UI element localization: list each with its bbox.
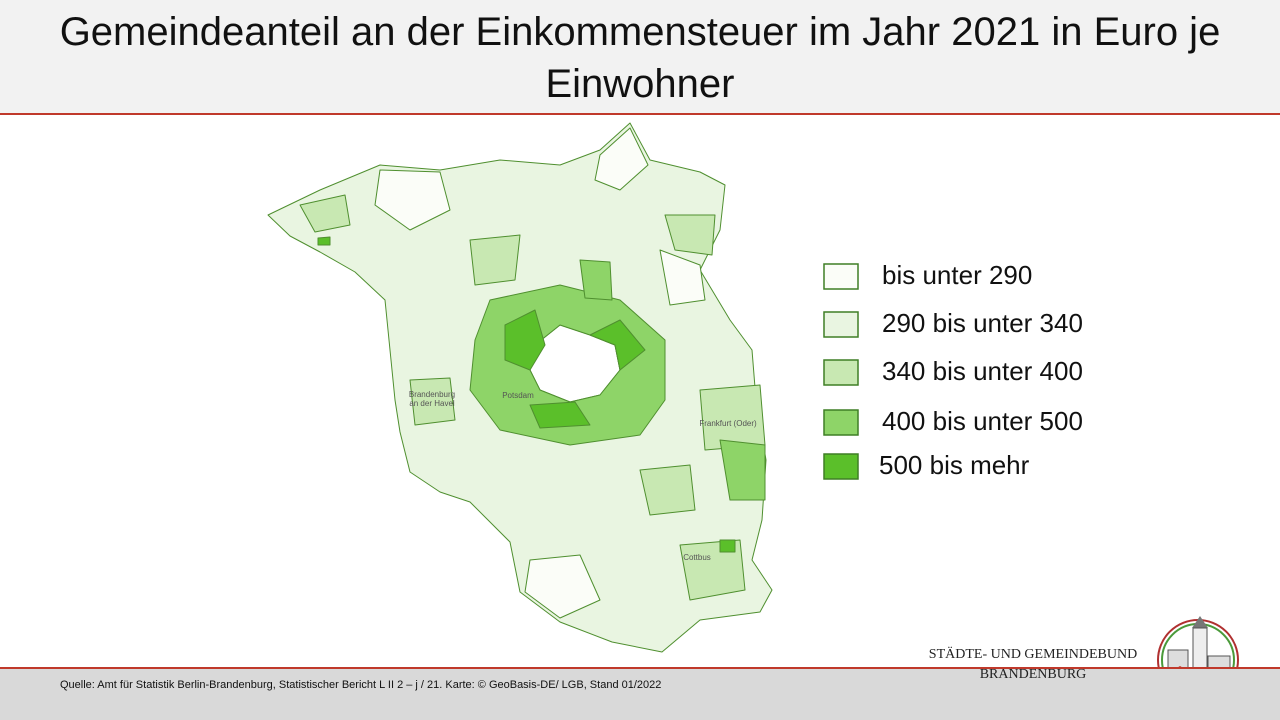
- legend-label: 400 bis unter 500: [882, 406, 1083, 436]
- region: [589, 319, 646, 371]
- region: [409, 377, 456, 426]
- region: [719, 439, 766, 501]
- region: [699, 384, 766, 451]
- region: [594, 127, 649, 191]
- region: [524, 554, 601, 619]
- logo-roof: [1192, 616, 1208, 628]
- source-note: Quelle: Amt für Statistik Berlin-Branden…: [60, 679, 662, 691]
- region: [469, 234, 521, 286]
- slide-title: Gemeindeanteil an der Einkommensteuer im…: [59, 10, 1221, 106]
- region: [317, 236, 331, 246]
- legend-swatch: [823, 409, 859, 436]
- legend-label: 340 bis unter 400: [882, 356, 1083, 386]
- region: [719, 539, 736, 553]
- legend-label: 290 bis unter 340: [882, 308, 1083, 338]
- legend-swatch: [823, 359, 859, 386]
- header: Gemeindeanteil an der Einkommensteuer im…: [0, 0, 1280, 115]
- footer: Quelle: Amt für Statistik Berlin-Branden…: [0, 667, 1280, 720]
- place-label: Frankfurt (Oder): [699, 419, 757, 428]
- legend-swatch: [823, 311, 859, 338]
- place-label: an der Havel: [409, 399, 455, 408]
- region: [504, 309, 546, 371]
- region: [529, 401, 591, 429]
- legend-label: bis unter 290: [882, 260, 1032, 290]
- place-label: Potsdam: [502, 391, 534, 400]
- region: [639, 464, 696, 516]
- place-label: Brandenburg: [409, 390, 455, 399]
- logo-text: STÄDTE- UND GEMEINDEBUND: [929, 645, 1137, 662]
- region: [659, 249, 706, 306]
- region: [579, 259, 613, 301]
- legend-swatch: [823, 263, 859, 290]
- place-label: Cottbus: [683, 553, 711, 562]
- region: [374, 169, 451, 231]
- legend-swatch: [823, 453, 859, 480]
- region: [664, 214, 716, 256]
- legend-label: 500 bis mehr: [879, 450, 1030, 480]
- region: [299, 194, 351, 233]
